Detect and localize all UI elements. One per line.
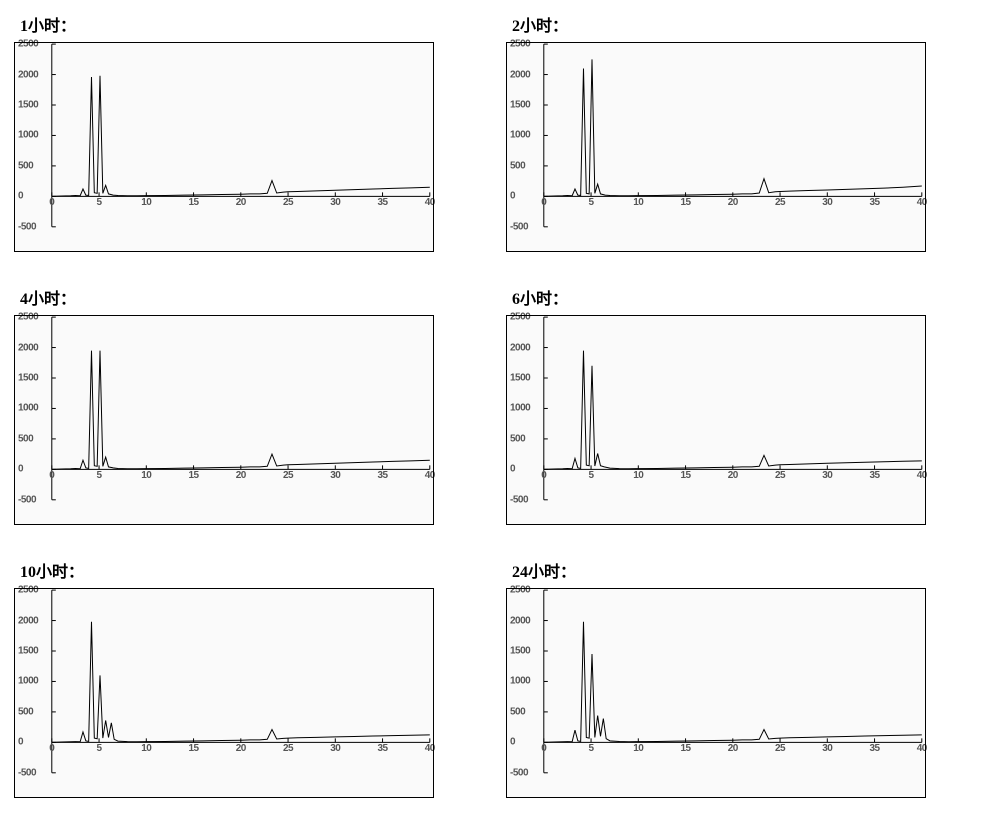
plot-frame bbox=[506, 315, 926, 525]
plot-frame bbox=[14, 42, 434, 252]
panel-24h: 24小时： -5000500100015002000250005101520253… bbox=[500, 554, 992, 827]
panel-6h: 6小时： -50005001000150020002500051015202530… bbox=[500, 281, 992, 554]
plot-frame bbox=[506, 42, 926, 252]
chart-title: 4小时： bbox=[20, 285, 480, 309]
chart-title: 2小时： bbox=[512, 12, 972, 36]
plot-area: -500050010001500200025000510152025303540 bbox=[506, 588, 926, 798]
chart-grid: 1小时： -50005001000150020002500051015202530… bbox=[0, 0, 1000, 835]
panel-4h: 4小时： -50005001000150020002500051015202530… bbox=[8, 281, 500, 554]
chart-title: 1小时： bbox=[20, 12, 480, 36]
chart-title: 6小时： bbox=[512, 285, 972, 309]
plot-area: -500050010001500200025000510152025303540 bbox=[506, 42, 926, 252]
plot-area: -500050010001500200025000510152025303540 bbox=[506, 315, 926, 525]
panel-1h: 1小时： -50005001000150020002500051015202530… bbox=[8, 8, 500, 281]
plot-area: -500050010001500200025000510152025303540 bbox=[14, 588, 434, 798]
plot-frame bbox=[14, 588, 434, 798]
plot-frame bbox=[14, 315, 434, 525]
panel-2h: 2小时： -50005001000150020002500051015202530… bbox=[500, 8, 992, 281]
plot-frame bbox=[506, 588, 926, 798]
chart-title: 10小时： bbox=[20, 558, 480, 582]
plot-area: -500050010001500200025000510152025303540 bbox=[14, 315, 434, 525]
chart-title: 24小时： bbox=[512, 558, 972, 582]
panel-10h: 10小时： -5000500100015002000250005101520253… bbox=[8, 554, 500, 827]
plot-area: -500050010001500200025000510152025303540 bbox=[14, 42, 434, 252]
